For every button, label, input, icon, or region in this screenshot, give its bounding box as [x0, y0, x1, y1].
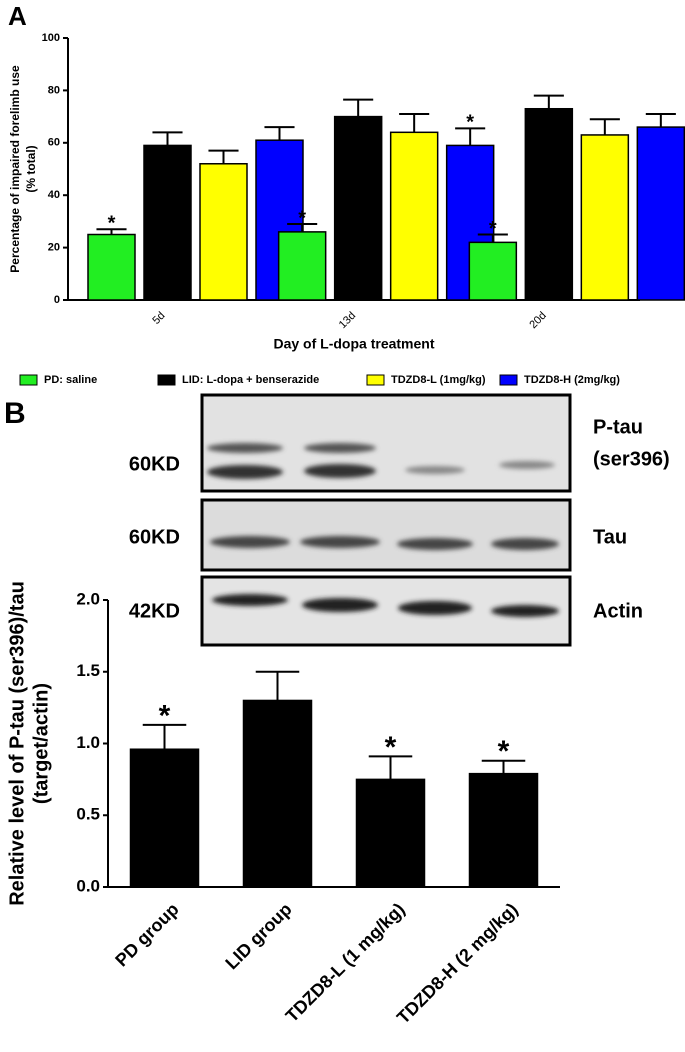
western-blot — [200, 393, 572, 647]
legend-swatch — [499, 374, 518, 386]
x-tick-label: PD group — [111, 899, 182, 970]
y-tick-label: 1.5 — [76, 661, 100, 680]
bar — [277, 231, 327, 301]
bar — [524, 107, 574, 301]
legend-label: PD: saline — [44, 374, 97, 386]
blot-label: Tau — [593, 526, 627, 548]
y-tick-label: 2.0 — [76, 589, 100, 608]
y-tick-label: 40 — [48, 189, 60, 201]
x-tick-label: 20d — [527, 310, 548, 331]
y-tick-label: 100 — [42, 32, 60, 44]
panel-label: A — [8, 1, 27, 31]
x-tick-label: LID group — [221, 899, 295, 973]
significance-star: * — [298, 207, 306, 229]
bar — [199, 163, 248, 301]
panel-label: B — [4, 397, 26, 430]
legend-label: TDZD8-H (2mg/kg) — [524, 374, 620, 386]
legend-label: TDZD8-L (1mg/kg) — [391, 374, 486, 386]
bar — [333, 115, 383, 301]
y-tick-label: 1.0 — [76, 733, 100, 752]
bar — [468, 772, 539, 888]
y-axis-label: (target/actin) — [30, 683, 52, 804]
y-tick-label: 80 — [48, 84, 60, 96]
bar — [389, 131, 439, 301]
bar — [242, 699, 313, 888]
significance-star: * — [466, 112, 474, 134]
significance-star: * — [498, 735, 510, 768]
bar — [87, 233, 136, 301]
blot-label: P-tau — [593, 416, 643, 438]
bar — [580, 134, 630, 301]
y-tick-label: 0.5 — [76, 805, 100, 824]
significance-star: * — [385, 731, 397, 764]
y-tick-label: 0 — [54, 294, 60, 306]
blot-label: Actin — [593, 600, 643, 622]
y-tick-label: 0.0 — [76, 876, 100, 895]
x-tick-label: 5d — [150, 310, 167, 327]
blot-size: 42KD — [129, 600, 180, 622]
significance-star: * — [159, 699, 171, 732]
y-tick-label: 60 — [48, 137, 60, 149]
legend-swatch — [157, 374, 176, 386]
bar — [636, 126, 685, 301]
blot-size: 60KD — [129, 526, 180, 548]
x-tick-label: 13d — [337, 310, 358, 331]
x-tick-label: TDZD8-L (1 mg/kg) — [282, 899, 409, 1026]
y-tick-label: 20 — [48, 242, 60, 254]
bar — [129, 748, 200, 888]
bar — [355, 778, 426, 888]
x-tick-label: TDZD8-H (2 mg/kg) — [393, 899, 522, 1028]
blot-size: 60KD — [129, 453, 180, 475]
y-axis-label: Percentage of impaired forelimb use — [8, 65, 22, 273]
significance-star: * — [108, 213, 116, 235]
bar — [143, 144, 192, 301]
y-axis-label: Relative level of P-tau (ser396)/tau — [6, 581, 28, 906]
legend-swatch — [366, 374, 385, 386]
x-axis-label: Day of L-dopa treatment — [273, 336, 434, 352]
significance-star: * — [489, 218, 497, 240]
blot-label: (ser396) — [593, 448, 670, 470]
legend-swatch — [19, 374, 38, 386]
bar — [468, 241, 518, 301]
y-axis-label: (% total) — [24, 145, 38, 192]
legend-label: LID: L-dopa + benserazide — [182, 374, 319, 386]
